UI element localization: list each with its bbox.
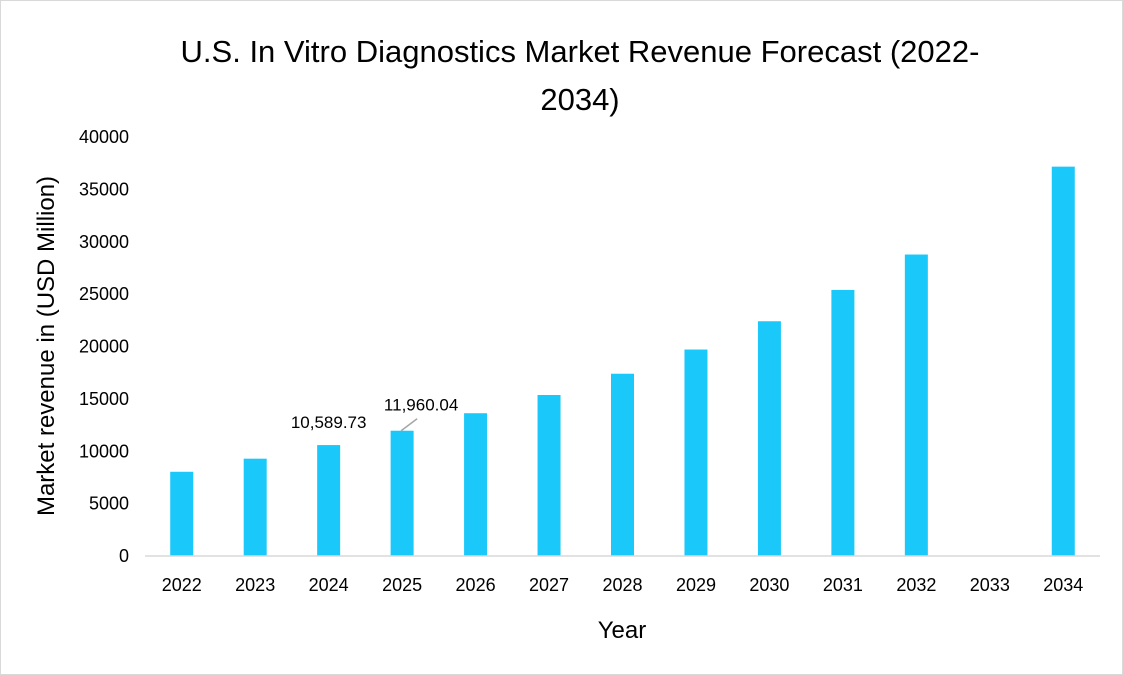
x-tick-label: 2022 [162,575,202,595]
y-tick-label: 20000 [79,337,129,357]
bar-2023 [243,458,267,556]
bar-2026 [464,413,488,556]
bar-2031 [831,289,855,556]
y-tick-label: 40000 [79,127,129,147]
x-tick-label: 2027 [529,575,569,595]
chart-title: U.S. In Vitro Diagnostics Market Revenue… [100,28,1060,124]
data-label-leader-line [400,418,418,432]
x-tick-label: 2030 [749,575,789,595]
x-tick-label: 2031 [823,575,863,595]
y-tick-label: 10000 [79,441,129,461]
y-tick-label: 30000 [79,232,129,252]
x-tick-label: 2024 [309,575,349,595]
bar-2034 [1051,166,1075,556]
x-tick-label: 2028 [602,575,642,595]
y-tick-label: 0 [119,546,129,566]
y-tick-label: 5000 [89,494,129,514]
y-tick-label: 15000 [79,389,129,409]
bar-2028 [611,373,634,556]
bar-2024 [317,445,341,556]
y-tick-label: 35000 [79,179,129,199]
x-tick-label: 2029 [676,575,716,595]
x-tick-label: 2034 [1043,575,1083,595]
data-label-2024: 10,589.73 [291,413,367,432]
x-tick-label: 2032 [896,575,936,595]
x-axis-label: Year [598,617,647,644]
bar-2029 [684,349,708,556]
chart-title-line1: U.S. In Vitro Diagnostics Market Revenue… [180,34,980,69]
x-tick-label: 2025 [382,575,422,595]
x-tick-label: 2023 [235,575,275,595]
bar-2027 [537,394,561,556]
y-axis-label: Market revenue in (USD Million) [33,176,60,516]
bar-2025 [390,430,414,556]
bar-2022 [170,471,194,556]
x-tick-label: 2033 [970,575,1010,595]
x-tick-label: 2026 [456,575,496,595]
bar-2030 [757,321,781,556]
y-tick-label: 25000 [79,284,129,304]
bar-2032 [904,254,928,557]
data-label-2025: 11,960.04 [384,396,458,415]
chart-title-line2: 2034) [540,82,620,117]
